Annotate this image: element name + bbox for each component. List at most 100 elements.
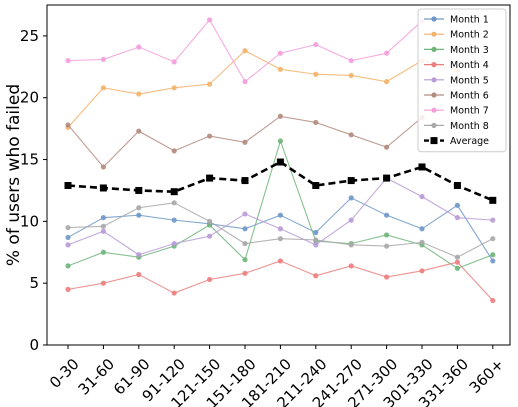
data-point	[490, 252, 496, 258]
y-tick-label: 10	[20, 212, 39, 230]
data-point	[207, 81, 213, 87]
data-point	[313, 237, 319, 243]
data-point	[65, 234, 71, 241]
data-point	[170, 188, 178, 196]
data-point	[384, 274, 390, 280]
data-point	[242, 48, 248, 54]
legend-item: Month 8	[424, 121, 489, 132]
data-point	[419, 226, 425, 232]
data-point	[65, 286, 71, 292]
data-point	[242, 139, 248, 145]
data-point	[276, 158, 284, 166]
data-point	[99, 184, 107, 192]
data-point	[207, 17, 213, 23]
data-point	[171, 59, 177, 65]
legend-item: Month 2	[424, 30, 489, 41]
series-month-3	[65, 138, 496, 271]
legend-swatch-marker	[431, 122, 437, 128]
data-point	[313, 71, 319, 77]
legend-item: Average	[424, 136, 489, 147]
data-point	[348, 217, 354, 223]
data-point	[64, 182, 72, 190]
data-point	[277, 212, 283, 218]
data-point	[313, 242, 319, 248]
data-point	[418, 163, 426, 171]
data-point	[454, 254, 460, 260]
data-point	[207, 218, 213, 224]
data-point	[100, 85, 106, 91]
data-point	[136, 212, 142, 218]
legend-item: Month 1	[424, 15, 489, 26]
series-month-2	[65, 48, 460, 130]
legend-item: Month 5	[424, 75, 489, 86]
data-point	[206, 174, 214, 182]
data-point	[242, 211, 248, 217]
data-point	[242, 270, 248, 276]
data-point	[207, 222, 213, 228]
legend-label: Month 4	[450, 60, 489, 71]
series-month-4	[65, 258, 496, 304]
data-point	[348, 242, 354, 248]
data-point	[242, 241, 248, 247]
data-point	[65, 58, 71, 64]
data-point	[277, 138, 283, 144]
data-point	[171, 200, 177, 206]
data-point	[348, 72, 354, 79]
data-point	[384, 232, 390, 238]
data-point	[241, 177, 249, 185]
series-month-8	[65, 200, 496, 260]
legend-item: Month 4	[424, 60, 489, 71]
series-month-5	[65, 175, 496, 258]
data-point	[65, 224, 71, 231]
data-point	[136, 128, 142, 134]
legend-swatch-marker	[430, 137, 438, 145]
data-point	[65, 242, 71, 248]
data-point	[348, 132, 354, 138]
data-point	[136, 91, 142, 97]
data-point	[419, 194, 425, 200]
data-point	[65, 122, 71, 128]
data-point	[348, 58, 354, 64]
data-point	[277, 258, 283, 264]
legend-swatch-marker	[431, 92, 437, 98]
legend: Month 1 Month 2 Month 3 Month 4 Month 5 Month…	[417, 8, 507, 153]
data-point	[171, 217, 177, 223]
data-point	[384, 144, 390, 150]
y-tick-label: 15	[20, 151, 39, 169]
data-point	[490, 297, 496, 304]
x-tick-label: 360+	[466, 355, 508, 397]
data-point	[100, 56, 106, 63]
x-tick-label: 31-60	[75, 355, 119, 399]
data-point	[136, 205, 142, 211]
data-point	[207, 233, 213, 239]
legend-swatch-marker	[431, 16, 437, 22]
data-point	[171, 148, 177, 154]
data-point	[384, 79, 390, 85]
data-point	[100, 223, 106, 229]
data-point	[454, 215, 460, 221]
series-average	[64, 158, 497, 204]
legend-label: Average	[450, 136, 489, 147]
data-point	[419, 268, 425, 274]
legend-item: Month 7	[424, 106, 489, 117]
data-point	[348, 263, 354, 269]
data-point	[136, 271, 142, 278]
data-point	[313, 273, 319, 279]
y-axis-label: % of users who failed	[4, 84, 24, 266]
data-point	[136, 252, 142, 258]
legend-label: Month 7	[450, 106, 489, 117]
legend-label: Month 6	[450, 91, 489, 102]
data-point	[277, 236, 283, 242]
data-point	[384, 212, 390, 218]
legend-label: Month 2	[450, 30, 489, 41]
y-tick-label: 20	[20, 89, 39, 107]
data-point	[453, 182, 461, 190]
legend-swatch-marker	[431, 46, 437, 53]
legend-label: Month 3	[450, 45, 489, 56]
legend-swatch-marker	[431, 31, 437, 37]
data-point	[242, 226, 248, 232]
y-tick-label: 0	[29, 336, 39, 354]
data-point	[454, 202, 460, 208]
data-point	[100, 249, 106, 255]
